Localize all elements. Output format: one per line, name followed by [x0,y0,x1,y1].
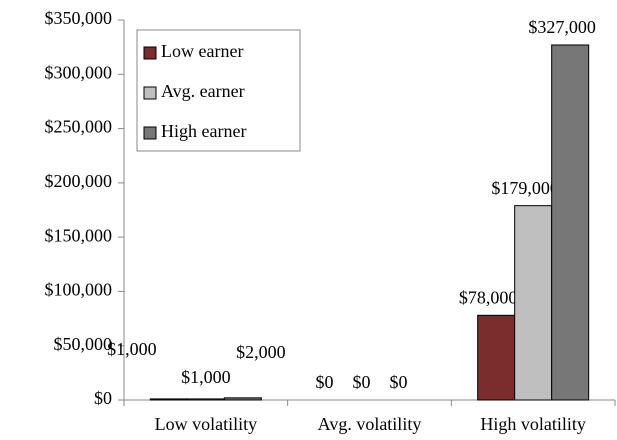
bar [477,314,516,401]
y-tick-label: $350,000 [45,8,113,28]
y-tick-label: $250,000 [45,117,113,137]
legend-label: High earner [161,121,246,141]
y-tick-label: $300,000 [45,62,113,82]
bar [223,397,262,401]
value-label: $1,000 [107,339,157,359]
value-label: $0 [353,372,371,392]
value-label: $1,000 [181,367,231,387]
value-label: $0 [316,372,334,392]
bar [551,44,590,401]
legend-label: Low earner [161,41,243,61]
value-label: $2,000 [236,342,286,362]
legend-label: Avg. earner [161,81,245,101]
legend-swatch [143,46,157,60]
legend-swatch [143,86,157,100]
y-tick-label: $200,000 [45,171,113,191]
bar [149,398,188,401]
x-tick-label: Avg. volatility [318,414,422,434]
bar [514,205,553,401]
bar [186,398,225,401]
legend-swatch [143,126,157,140]
y-tick-label: $100,000 [45,280,113,300]
value-label: $0 [390,372,408,392]
value-label: $179,000 [491,178,559,198]
y-tick-label: $150,000 [45,225,113,245]
legend-box [136,29,301,152]
y-tick-label: $50,000 [54,334,113,354]
x-tick-label: High volatility [480,414,586,434]
y-tick-label: $0 [94,388,112,408]
value-label: $327,000 [528,17,596,37]
value-label: $78,000 [459,287,518,307]
x-tick-label: Low volatility [155,414,258,434]
